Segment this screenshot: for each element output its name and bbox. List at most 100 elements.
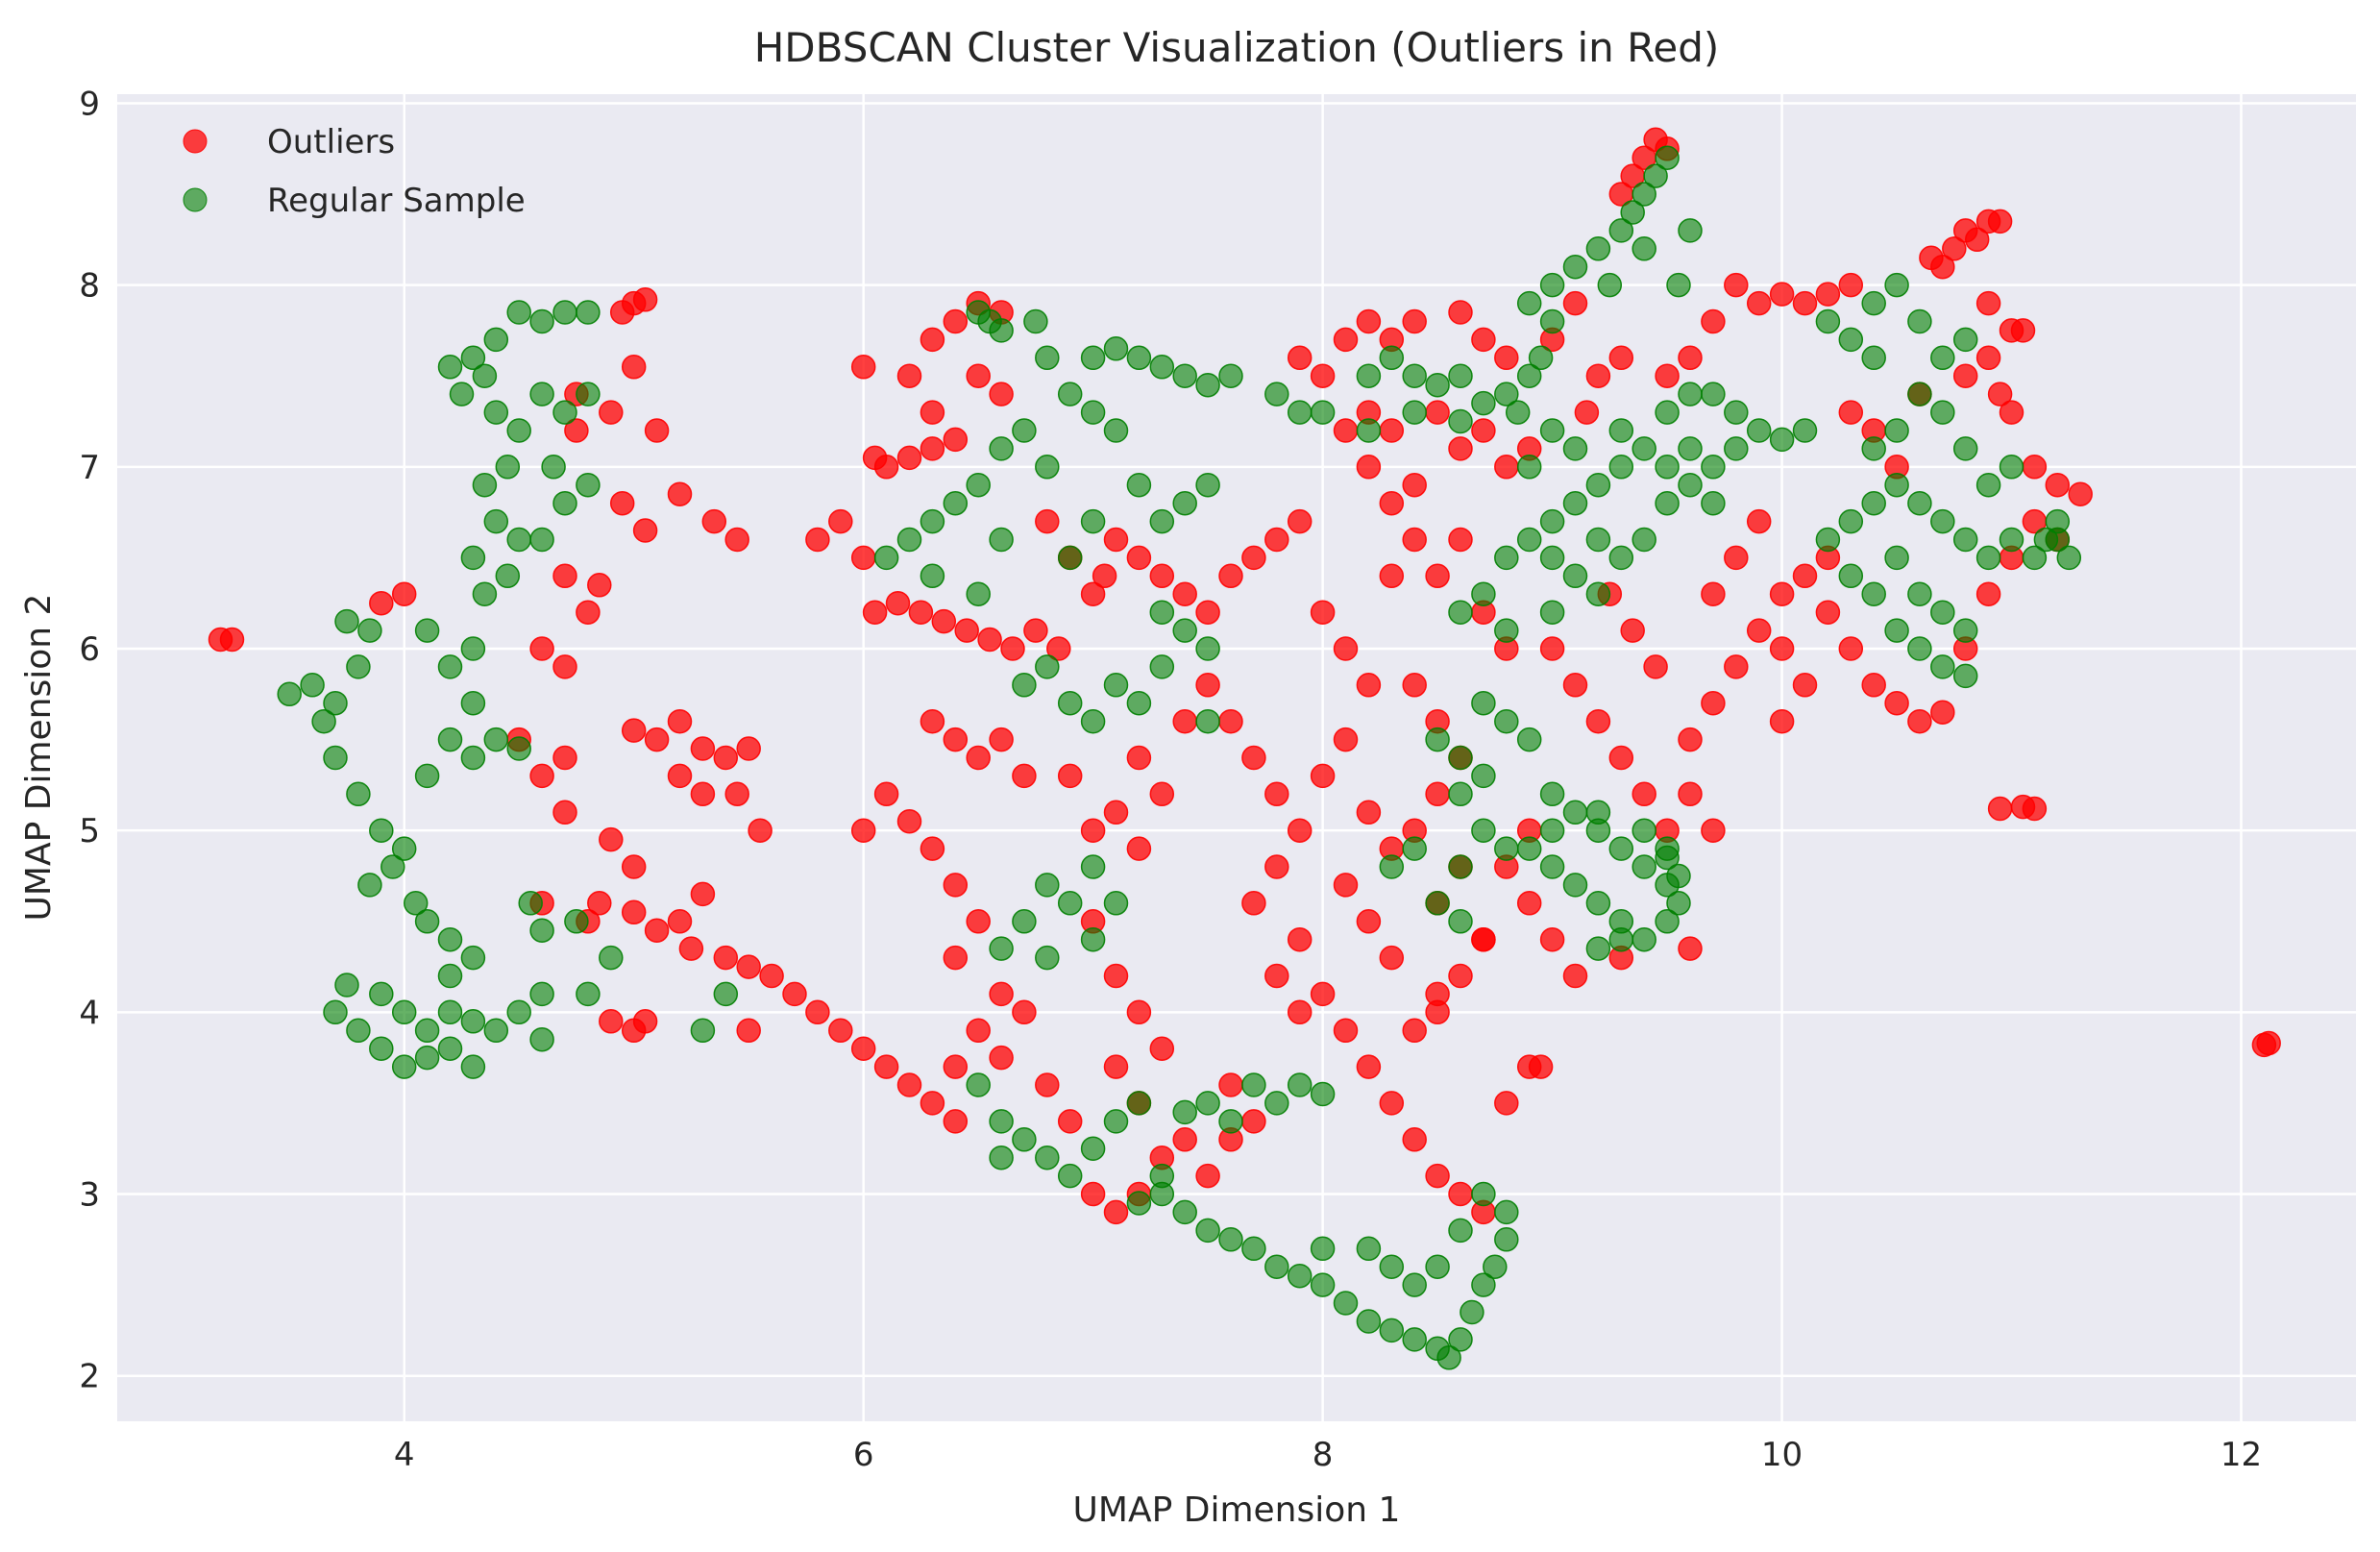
regular-point [1678, 472, 1703, 498]
regular-point [1448, 854, 1473, 879]
regular-point [529, 382, 554, 406]
outlier-point [1471, 418, 1496, 443]
outlier-point [1746, 618, 1772, 643]
regular-point [1539, 600, 1565, 625]
regular-point [1724, 436, 1749, 461]
outlier-point [1126, 745, 1152, 771]
regular-point [1608, 418, 1634, 443]
regular-point [460, 1009, 486, 1034]
regular-point [460, 636, 486, 661]
outlier-point [989, 382, 1014, 406]
outlier-point [896, 445, 922, 471]
y-tick-label: 9 [79, 85, 100, 123]
regular-point [1310, 1081, 1336, 1107]
regular-point [1655, 145, 1680, 170]
outlier-point [724, 781, 749, 807]
outlier-point [1264, 781, 1289, 807]
regular-point [1838, 508, 1864, 534]
y-tick-label: 4 [79, 994, 100, 1032]
regular-point [506, 527, 531, 553]
outlier-point [1769, 282, 1795, 307]
outlier-point [621, 718, 647, 743]
regular-point [576, 472, 601, 498]
outlier-point [690, 736, 716, 761]
regular-point [1632, 527, 1656, 553]
regular-point [1057, 891, 1083, 916]
outlier-point [1023, 618, 1048, 643]
legend: Outliers Regular Sample [183, 123, 526, 220]
outlier-point [1356, 455, 1382, 480]
regular-point [1632, 854, 1656, 879]
regular-point [437, 1036, 463, 1061]
outlier-point [748, 818, 773, 843]
outlier-point [885, 590, 911, 616]
regular-point [403, 891, 429, 916]
outlier-point [667, 909, 693, 934]
outlier-point [1103, 800, 1129, 825]
regular-point [1539, 272, 1565, 298]
outlier-point [1402, 527, 1427, 553]
regular-point [1562, 800, 1588, 825]
regular-point [1356, 418, 1382, 443]
outlier-point [1402, 472, 1427, 498]
outlier-point [1379, 945, 1405, 971]
outlier-point [1746, 508, 1772, 534]
regular-series [277, 145, 2082, 1370]
regular-point [1195, 472, 1220, 498]
outlier-point [1126, 836, 1152, 861]
regular-point [1792, 418, 1818, 443]
outlier-point [966, 363, 991, 388]
regular-point [1080, 854, 1106, 879]
regular-point [1769, 427, 1795, 453]
outlier-point [931, 608, 957, 634]
outlier-point [1425, 781, 1450, 807]
regular-point [1516, 363, 1542, 388]
outlier-point [632, 518, 658, 543]
regular-point [1436, 1345, 1461, 1370]
outlier-point [1930, 700, 1955, 725]
outlier-point [1356, 673, 1382, 698]
outlier-point [1287, 508, 1313, 534]
outlier-point [1425, 563, 1450, 589]
regular-point [1448, 1327, 1473, 1352]
regular-point [564, 909, 589, 934]
outlier-point [1333, 636, 1359, 661]
outlier-point [920, 708, 945, 734]
regular-point [529, 918, 554, 943]
regular-point [1861, 581, 1886, 606]
regular-point [1539, 854, 1565, 879]
regular-point [1448, 781, 1473, 807]
outlier-point [1608, 345, 1634, 371]
outlier-point [1975, 345, 2001, 371]
regular-point [1195, 1218, 1220, 1244]
regular-point [1701, 382, 1726, 406]
outlier-point [1379, 1091, 1405, 1116]
outlier-point [1448, 963, 1473, 989]
regular-point [1149, 1163, 1175, 1189]
outlier-point [828, 1018, 853, 1044]
outlier-point [1310, 600, 1336, 625]
regular-point [1080, 345, 1106, 371]
regular-point [1643, 163, 1668, 188]
y-axis-label: UMAP Dimension 2 [19, 594, 59, 922]
regular-point [966, 472, 991, 498]
outlier-point [1241, 891, 1266, 916]
outlier-point [1310, 981, 1336, 1007]
outlier-point [759, 963, 784, 989]
regular-point [1379, 1318, 1405, 1343]
regular-point [1666, 272, 1691, 298]
x-axis-label: UMAP Dimension 1 [1073, 1490, 1401, 1530]
regular-point [1884, 618, 1909, 643]
outlier-point [989, 981, 1014, 1007]
outlier-point [989, 727, 1014, 752]
regular-point [391, 999, 417, 1025]
outlier-point [1620, 618, 1645, 643]
regular-point [1562, 490, 1588, 516]
regular-point [1632, 182, 1656, 207]
outlier-point [1838, 636, 1864, 661]
regular-point [1023, 308, 1048, 334]
regular-point [1126, 345, 1152, 371]
regular-point [989, 318, 1014, 343]
outlier-point [1539, 926, 1565, 952]
outlier-point [1000, 636, 1025, 661]
